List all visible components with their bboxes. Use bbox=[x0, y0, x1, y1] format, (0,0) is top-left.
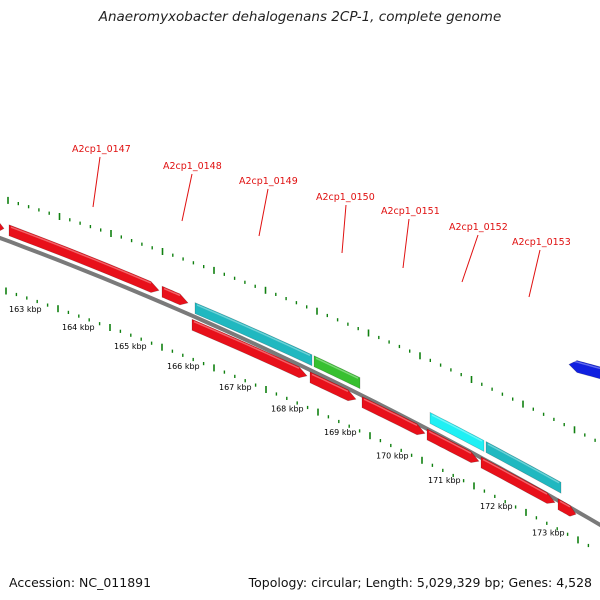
gene-label[interactable]: A2cp1_0149 bbox=[239, 176, 298, 187]
genome-stats-text: Topology: circular; Length: 5,029,329 bp… bbox=[248, 575, 592, 590]
gene-block-green[interactable] bbox=[313, 355, 361, 390]
gene-block-teal[interactable] bbox=[194, 302, 313, 367]
gene-arrow-reverse-blue-highlight bbox=[570, 359, 600, 370]
gene-block-teal[interactable] bbox=[485, 441, 562, 494]
kbp-tick-label: 165 kbp bbox=[114, 342, 147, 351]
kbp-label-track: 163 kbp 164 kbp 165 kbp 166 kbp 167 kbp 168 k… bbox=[9, 305, 565, 538]
gene-label-leader bbox=[92, 156, 101, 208]
kbp-tick-label: 163 kbp bbox=[9, 305, 42, 314]
gene-arrow-forward[interactable] bbox=[361, 396, 426, 436]
kbp-tick-label: 173 kbp bbox=[532, 529, 565, 538]
gene-arrow-forward[interactable] bbox=[161, 285, 189, 306]
inner-tick-track bbox=[5, 287, 590, 548]
outer-tick-track bbox=[7, 196, 596, 442]
gene-label[interactable]: A2cp1_0148 bbox=[163, 161, 222, 172]
kbp-tick-label: 168 kbp bbox=[271, 405, 304, 414]
kbp-tick-label: 166 kbp bbox=[167, 362, 200, 371]
gene-label-leader bbox=[181, 173, 193, 222]
gene-label[interactable]: A2cp1_0152 bbox=[449, 222, 508, 233]
kbp-tick-label: 170 kbp bbox=[376, 452, 409, 461]
gene-arrow-forward-highlight bbox=[193, 321, 300, 369]
gene-block-green-highlight bbox=[315, 357, 359, 379]
accession-text: Accession: NC_011891 bbox=[9, 575, 152, 590]
genome-backbone bbox=[0, 235, 600, 528]
gene-arrow-forward[interactable] bbox=[557, 498, 577, 517]
kbp-tick-label: 171 kbp bbox=[428, 476, 461, 485]
gene-arrow-forward[interactable] bbox=[309, 371, 357, 402]
gene-label-leader bbox=[402, 218, 410, 269]
gene-label-track: A2cp1_0147 A2cp1_0148 A2cp1_0149 A2cp1_0150… bbox=[72, 144, 571, 298]
gene-arrow-forward[interactable] bbox=[8, 224, 160, 293]
gene-block-cyan[interactable] bbox=[429, 411, 485, 453]
gene-arrow-forward-highlight bbox=[428, 430, 472, 454]
gene-label-leader bbox=[528, 249, 541, 298]
gene-label-leader bbox=[341, 204, 347, 254]
gene-label[interactable]: A2cp1_0150 bbox=[316, 192, 375, 203]
gene-arrow-forward[interactable] bbox=[480, 456, 556, 504]
gene-label[interactable]: A2cp1_0153 bbox=[512, 237, 571, 248]
gene-label-leader bbox=[461, 234, 479, 283]
gene-arrow-forward[interactable] bbox=[0, 219, 5, 232]
gene-block-cyan-highlight bbox=[431, 414, 483, 442]
gene-block-teal-highlight bbox=[487, 443, 560, 484]
feature-track[interactable] bbox=[0, 219, 600, 528]
genome-title: Anaeromyxobacter dehalogenans 2CP-1, com… bbox=[98, 9, 502, 25]
gene-arrow-forward-highlight bbox=[163, 287, 181, 297]
gene-arrow-forward-highlight bbox=[559, 500, 571, 508]
gene-label[interactable]: A2cp1_0151 bbox=[381, 206, 440, 217]
gene-label-leader bbox=[258, 188, 269, 237]
kbp-tick-label: 167 kbp bbox=[219, 383, 252, 392]
gene-arrow-reverse-blue[interactable] bbox=[568, 360, 600, 383]
kbp-tick-label: 164 kbp bbox=[62, 323, 95, 332]
gene-arrow-forward-highlight bbox=[10, 226, 152, 284]
gene-arrow-forward[interactable] bbox=[426, 428, 480, 463]
gene-arrow-forward-highlight bbox=[482, 458, 548, 495]
gene-block-teal-highlight bbox=[196, 304, 311, 357]
gene-arrow-forward-highlight bbox=[311, 373, 349, 393]
gene-arrow-forward-highlight bbox=[363, 398, 418, 427]
gene-label[interactable]: A2cp1_0147 bbox=[72, 144, 131, 155]
gene-arrow-forward[interactable] bbox=[191, 318, 308, 379]
kbp-tick-label: 172 kbp bbox=[480, 502, 513, 511]
kbp-tick-label: 169 kbp bbox=[324, 428, 357, 437]
